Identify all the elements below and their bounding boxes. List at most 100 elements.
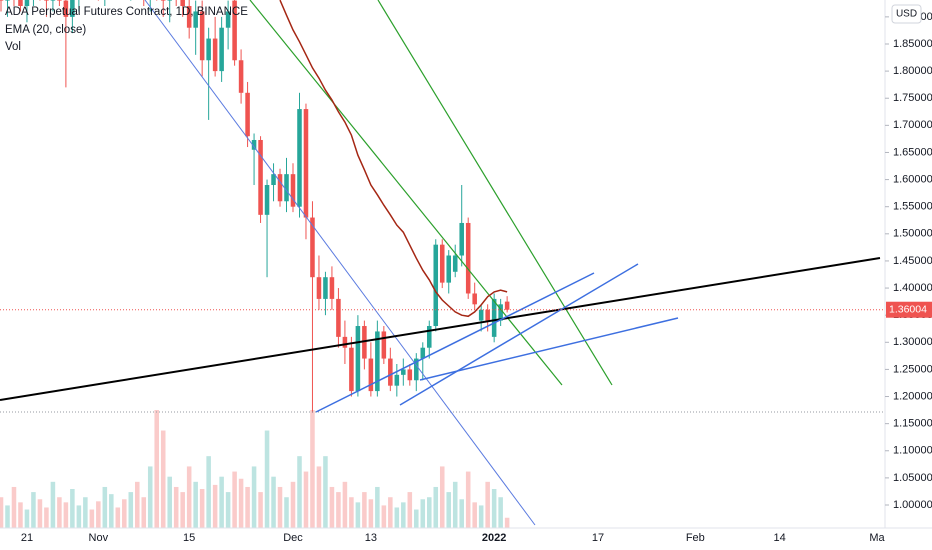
plot-area [0, 0, 885, 528]
volume-bar [193, 481, 198, 528]
volume-bar [394, 507, 400, 528]
volume-bar [44, 507, 49, 528]
volume-bar [342, 481, 348, 528]
candle-body [284, 174, 289, 202]
volume-bar [251, 466, 257, 528]
candle-body [212, 38, 218, 72]
trendline [315, 272, 595, 413]
candle-body [491, 298, 497, 337]
candle-body [245, 92, 250, 137]
trendlines [0, 0, 885, 526]
volume-bar [109, 494, 114, 528]
x-tick-label: 15 [183, 532, 195, 544]
volume-bar [271, 476, 276, 528]
volume-bar [167, 476, 172, 528]
volume-bar [381, 505, 387, 528]
candle-body [478, 309, 484, 321]
currency-button[interactable] [891, 4, 922, 24]
candle-body [459, 222, 464, 256]
price-label-box [886, 301, 932, 318]
x-tick-label: Ma [869, 532, 885, 544]
volume-bar [426, 497, 432, 528]
volume-bar [368, 499, 374, 528]
candle-body [232, 0, 237, 61]
volume-bar [219, 476, 224, 528]
volume-bar [388, 497, 393, 528]
trendline [144, 0, 536, 526]
candle-body [316, 277, 322, 299]
volume-bar [452, 481, 458, 528]
x-tick-label: 21 [21, 532, 33, 544]
volume-bar [180, 492, 185, 528]
candle-body [342, 336, 348, 348]
candle-body [407, 369, 413, 381]
y-tick-label: 1.60000 [893, 173, 932, 185]
candle-body [323, 277, 328, 299]
candle-body [452, 255, 458, 272]
volume-bar [173, 486, 179, 528]
candle-body [368, 358, 374, 392]
candle-body [388, 358, 393, 386]
candle-body [193, 11, 198, 28]
y-tick-label: 1.15000 [893, 418, 932, 430]
candle-body [219, 27, 224, 72]
candle-body [375, 331, 380, 392]
candle-body [426, 326, 432, 348]
y-tick-label: 1.05000 [893, 472, 932, 484]
volume-bar [89, 509, 95, 528]
candle-body [297, 109, 302, 207]
candle-body [414, 358, 419, 381]
y-tick-label: 1.20000 [893, 390, 932, 402]
y-tick-label: 1.25000 [893, 363, 932, 375]
x-tick-label: Dec [283, 532, 303, 544]
candle-body [57, 0, 62, 1]
x-tick-label: 13 [365, 532, 377, 544]
y-tick-label: 1.70000 [893, 119, 932, 131]
volume-bar [329, 486, 335, 528]
volume-bar [478, 505, 484, 528]
volume-bar [349, 497, 354, 528]
candle-body [329, 277, 335, 299]
candle-body [472, 293, 477, 305]
volume-bar [70, 489, 75, 528]
candle-body [258, 139, 263, 215]
volume-bar [212, 484, 218, 528]
y-tick-label: 1.45000 [893, 255, 932, 267]
candle-body [199, 11, 205, 61]
volume-bar [76, 505, 82, 528]
volume-bar [63, 502, 69, 528]
candle-body [504, 301, 510, 310]
volume-bar [18, 502, 23, 528]
currency-label[interactable]: USD [896, 9, 917, 20]
candle-body [349, 347, 354, 392]
volume-bar [284, 497, 289, 528]
volume-bar [5, 505, 10, 528]
volume-bar [245, 486, 250, 528]
y-tick-label: 1.40000 [893, 282, 932, 294]
price-label: 1.36004 [889, 304, 927, 316]
candle-body [336, 298, 341, 337]
y-tick-label: 1.00000 [893, 499, 932, 511]
volume-bar [316, 466, 322, 528]
volume-bar [433, 486, 439, 528]
candle-body [251, 139, 257, 150]
y-tick-label: 1.80000 [893, 65, 932, 77]
volume-bar [401, 502, 406, 528]
volume-bar [238, 478, 244, 528]
candle-body [225, 11, 231, 28]
volume-bar [491, 489, 497, 528]
volume-bar [297, 456, 302, 528]
trendline [377, 0, 613, 386]
volume-bar [154, 410, 160, 528]
volume-bar [264, 430, 270, 528]
candle-body [277, 174, 283, 202]
volume-bar [465, 471, 471, 528]
x-tick-label: Nov [89, 532, 109, 544]
volume-bar [199, 489, 205, 528]
candle-body [381, 331, 387, 359]
candle-body [420, 347, 426, 359]
volume-bar [186, 466, 192, 528]
y-tick-label: 1.50000 [893, 228, 932, 240]
volume-bar [134, 481, 140, 528]
volume-bar [290, 481, 296, 528]
